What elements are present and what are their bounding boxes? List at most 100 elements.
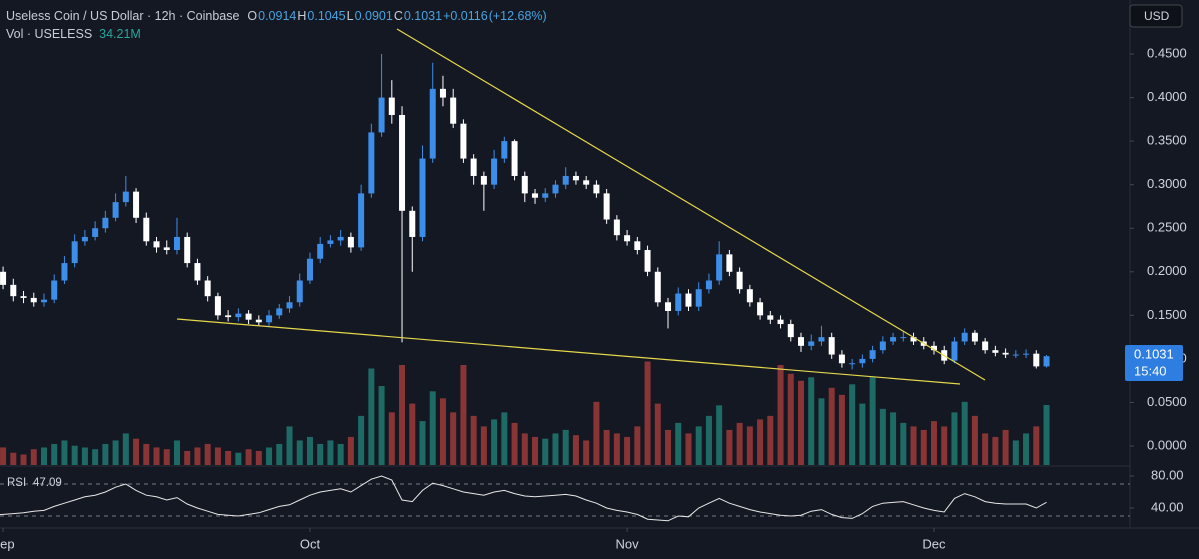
candle-body: [266, 315, 273, 323]
candle-body: [429, 88, 436, 159]
candle-body: [20, 296, 27, 298]
candle-body: [276, 308, 283, 316]
change: +0.0116: [443, 9, 488, 23]
candle-body: [767, 315, 774, 320]
volume-bar: [491, 419, 498, 465]
volume-bar: [235, 452, 242, 465]
candle-body: [1002, 352, 1009, 355]
volume-bar: [572, 435, 579, 465]
candle-body: [910, 337, 917, 342]
candle-body: [501, 141, 508, 159]
candle-body: [399, 114, 406, 211]
candle-body: [961, 332, 968, 342]
candle-body: [828, 337, 835, 355]
volume-bar: [460, 365, 467, 465]
volume-bar: [10, 452, 17, 465]
legend-row: Useless Coin / US Dollar · 12h · Coinbas…: [6, 9, 548, 23]
trend-line: [176, 318, 961, 385]
candle-body: [286, 302, 293, 309]
y-tick-label: 0.4000: [1147, 89, 1187, 104]
legend-label: O: [247, 9, 258, 23]
volume-bar: [296, 440, 303, 465]
candle-body: [521, 175, 528, 194]
volume-bar: [869, 377, 876, 465]
volume-bar: [1023, 433, 1030, 465]
rsi-line: [0, 475, 1047, 522]
volume-bar: [429, 391, 436, 465]
candle-body: [552, 184, 559, 194]
volume-bar: [695, 426, 702, 465]
volume-bar: [757, 419, 764, 465]
candle-body: [317, 243, 324, 259]
candle-body: [634, 241, 641, 251]
candle-body: [327, 240, 334, 244]
y-tick-label: 0.3000: [1147, 176, 1187, 191]
candle-body: [971, 332, 978, 342]
currency[interactable]: USD: [1144, 9, 1170, 23]
candle-body: [572, 175, 579, 181]
candle-body: [869, 350, 876, 359]
candle-body: [296, 280, 303, 303]
y-tick-label: 0.0500: [1147, 394, 1187, 409]
volume-bar: [859, 403, 866, 465]
y-tick-label: 0.4500: [1147, 45, 1187, 60]
volume-bar: [961, 401, 968, 465]
volume-bar: [347, 436, 354, 465]
volume-bar: [685, 433, 692, 465]
volume-bar: [1043, 404, 1050, 465]
legend-value: 0.0914: [258, 9, 297, 23]
volume-bar: [583, 440, 590, 465]
volume-bar: [982, 433, 989, 465]
volume-bar: [951, 412, 958, 465]
volume-bar: [849, 384, 856, 465]
volume-bar: [194, 447, 201, 465]
volume-bar: [266, 447, 273, 465]
volume-bar: [900, 422, 907, 465]
candle-body: [153, 241, 160, 248]
volume-bar: [61, 440, 68, 465]
x-tick-label: Nov: [616, 536, 640, 551]
candle-body: [10, 284, 17, 297]
volume-bar: [746, 426, 753, 465]
candle-body: [818, 337, 825, 342]
candle-body: [225, 315, 232, 318]
rsi-layer: 80.00 40.00: [0, 467, 1184, 522]
candle-body: [235, 313, 242, 318]
volume-bar: [920, 429, 927, 465]
candle-body: [808, 341, 815, 346]
y-tick-label: 0.2500: [1147, 220, 1187, 235]
candle-body: [624, 235, 631, 242]
candle-body: [337, 236, 344, 241]
volume-bar: [930, 421, 937, 465]
candle-body: [675, 293, 682, 311]
volume-bar: [163, 449, 170, 465]
candle-body: [583, 180, 590, 185]
legend-value: 0.0901: [354, 9, 393, 23]
candle-body: [685, 293, 692, 307]
candle-body: [204, 280, 211, 297]
currency-box[interactable]: [1129, 4, 1183, 28]
candle-body: [1012, 354, 1019, 356]
volume-layer: [0, 361, 1050, 465]
rsi-value: 47.09: [33, 477, 62, 489]
countdown: 15:40: [1134, 363, 1167, 378]
rsi-name: RSI: [7, 477, 26, 489]
last-price: 0.1031: [1134, 346, 1174, 361]
candle-body: [92, 228, 99, 237]
candle-body: [511, 141, 518, 176]
candle-body: [757, 302, 764, 316]
candle-body: [122, 191, 129, 203]
volume-bar: [317, 443, 324, 465]
candle-body: [992, 350, 999, 353]
volume-bar: [102, 443, 109, 465]
candle-body: [245, 313, 252, 320]
candle-layer: [0, 54, 1050, 370]
volume-bar: [173, 440, 180, 465]
legend-label: C: [393, 9, 403, 23]
volume-bar: [726, 429, 733, 465]
volume-bar: [399, 365, 406, 465]
volume-bar: [1033, 426, 1040, 465]
candle-body: [173, 236, 180, 251]
